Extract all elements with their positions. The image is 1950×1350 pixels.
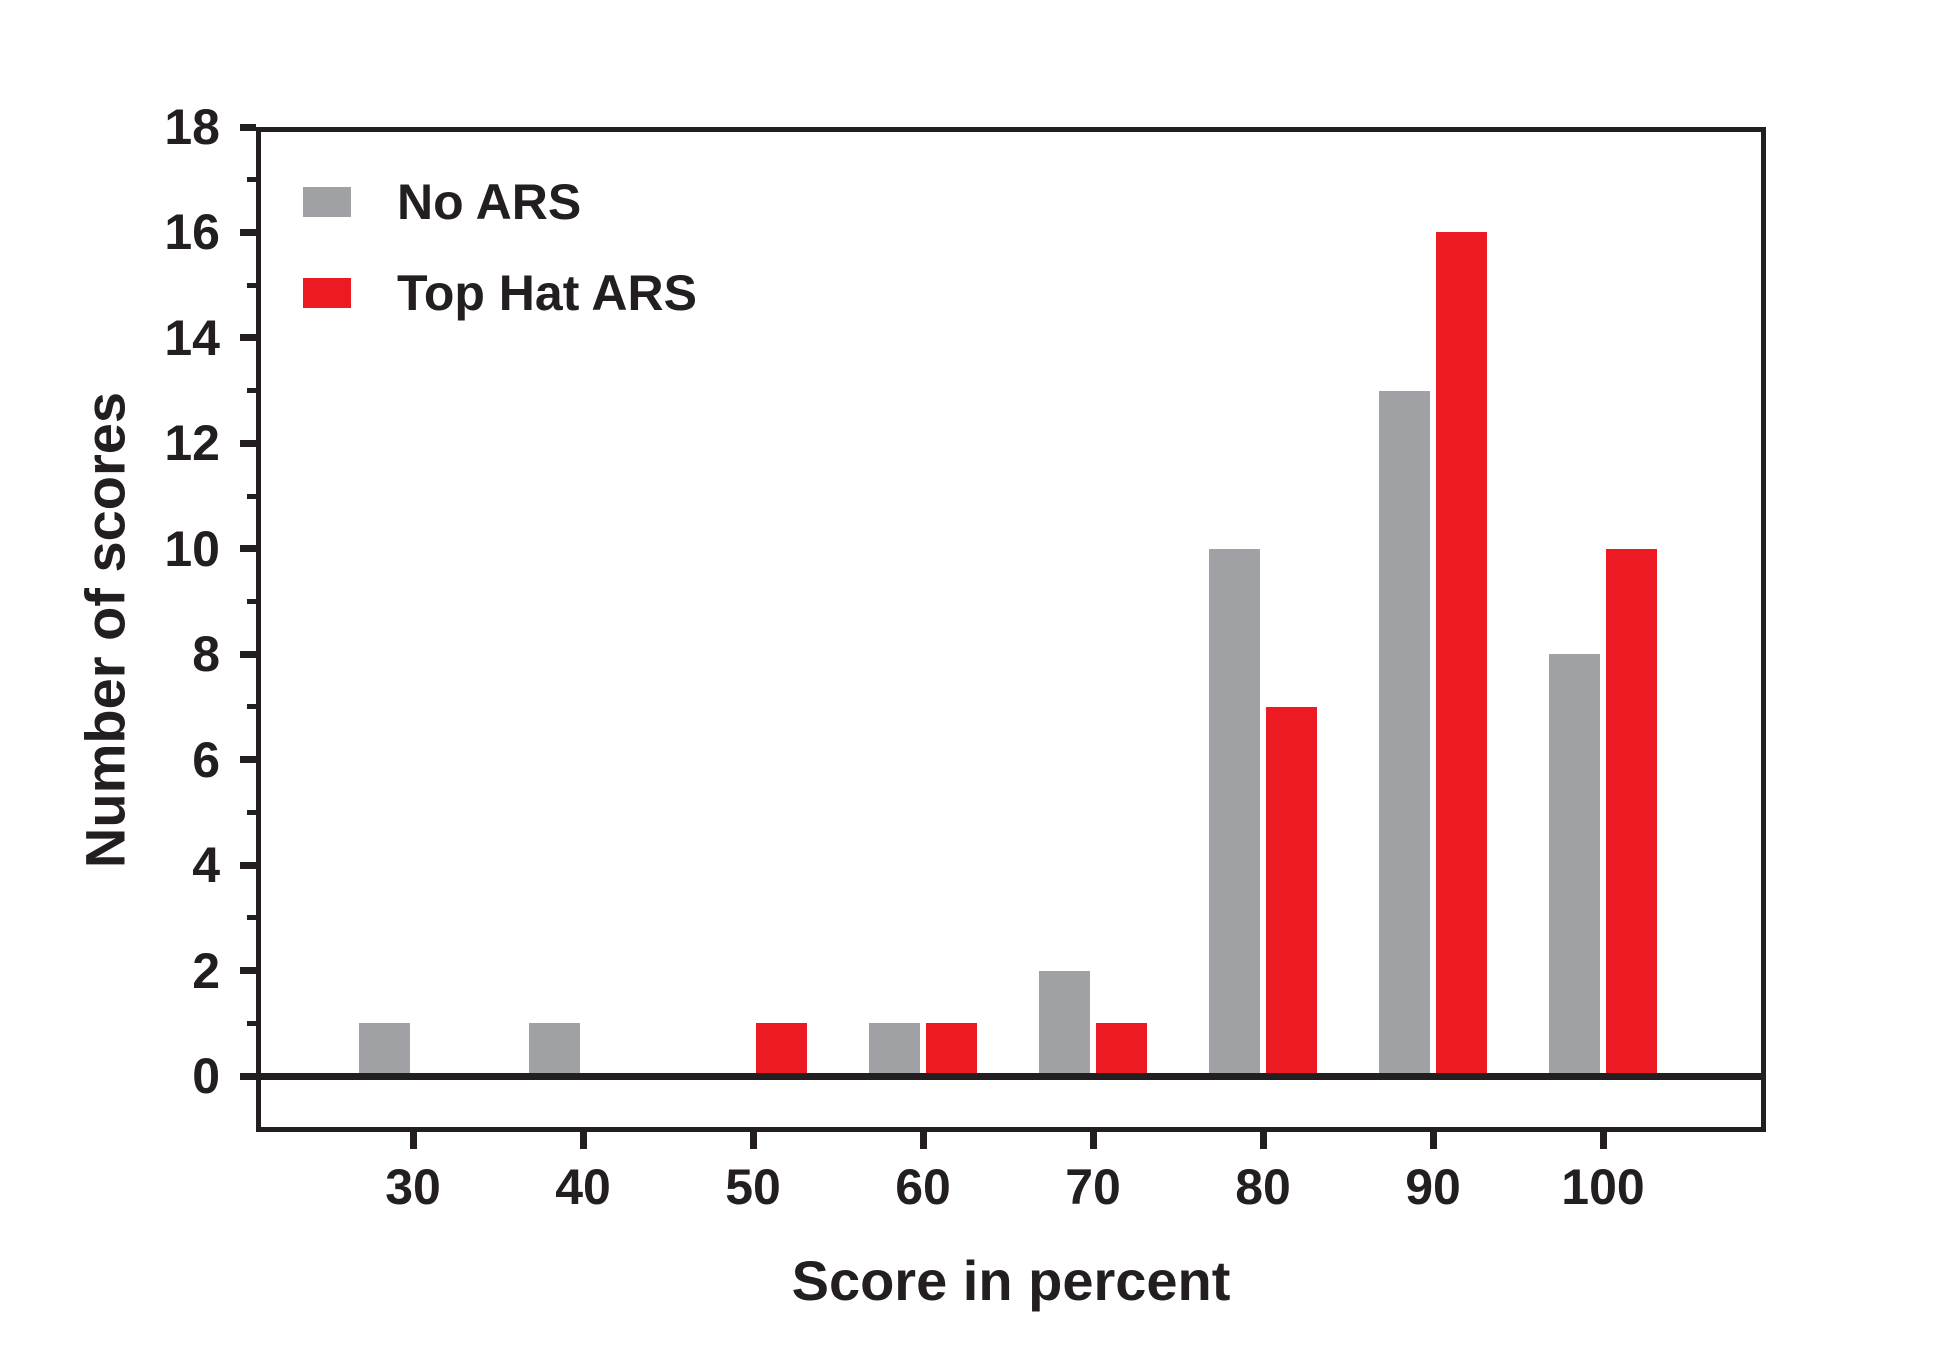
legend-swatch-top-hat-ars — [303, 278, 351, 308]
y-minor-tick-17 — [247, 177, 256, 183]
y-tick-label-16: 16 — [164, 204, 220, 261]
y-minor-tick-15 — [247, 282, 256, 288]
y-tick-label-4: 4 — [192, 837, 220, 894]
x-tick-80 — [1259, 1132, 1267, 1149]
x-tick-100 — [1599, 1132, 1607, 1149]
y-tick-6 — [240, 756, 256, 764]
y-tick-label-10: 10 — [164, 520, 220, 577]
y-tick-4 — [240, 861, 256, 869]
bar-no-ars-40 — [529, 1023, 580, 1078]
x-tick-60 — [919, 1132, 927, 1149]
x-axis-title: Score in percent — [791, 1249, 1231, 1312]
x-tick-label-50: 50 — [725, 1159, 781, 1215]
x-tick-50 — [749, 1132, 757, 1149]
x-tick-label-100: 100 — [1561, 1159, 1645, 1215]
y-tick-label-6: 6 — [192, 731, 220, 788]
y-tick-label-2: 2 — [192, 942, 220, 999]
y-minor-tick-7 — [247, 704, 256, 710]
legend-swatch-no-ars — [303, 187, 351, 217]
x-axis-zero-line — [256, 1073, 1766, 1080]
y-tick-18 — [240, 123, 256, 131]
x-tick-label-90: 90 — [1405, 1159, 1461, 1215]
x-tick-label-70: 70 — [1065, 1159, 1121, 1215]
x-tick-90 — [1429, 1132, 1437, 1149]
bar-no-ars-70 — [1039, 970, 1090, 1078]
y-tick-14 — [240, 334, 256, 342]
y-tick-label-18: 18 — [164, 99, 220, 155]
y-axis-title: Number of scores — [73, 391, 137, 868]
bar-top-hat-ars-50 — [756, 1023, 807, 1078]
x-tick-label-60: 60 — [895, 1159, 951, 1215]
x-tick-label-40: 40 — [555, 1159, 611, 1215]
legend-label-top-hat-ars: Top Hat ARS — [397, 265, 697, 321]
bar-no-ars-60 — [869, 1023, 920, 1078]
y-tick-10 — [240, 545, 256, 553]
y-tick-0 — [240, 1072, 256, 1080]
x-tick-30 — [409, 1132, 417, 1149]
y-minor-tick-1 — [247, 1020, 256, 1026]
bar-no-ars-100 — [1549, 654, 1600, 1078]
y-tick-12 — [240, 439, 256, 447]
legend-item-no-ars: No ARS — [303, 174, 582, 230]
y-minor-tick-11 — [247, 493, 256, 499]
y-tick-16 — [240, 228, 256, 236]
bar-no-ars-80 — [1209, 548, 1260, 1078]
bar-top-hat-ars-80 — [1266, 706, 1317, 1078]
y-tick-label-0: 0 — [192, 1048, 220, 1104]
y-minor-tick-5 — [247, 809, 256, 815]
bar-top-hat-ars-100 — [1606, 548, 1657, 1078]
y-tick-2 — [240, 967, 256, 975]
bar-no-ars-90 — [1379, 390, 1430, 1078]
legend-label-no-ars: No ARS — [397, 174, 582, 230]
y-minor-tick-3 — [247, 915, 256, 921]
plot-frame — [256, 127, 1766, 1132]
x-tick-label-30: 30 — [385, 1159, 441, 1215]
bar-top-hat-ars-70 — [1096, 1023, 1147, 1078]
bar-top-hat-ars-60 — [926, 1023, 977, 1078]
bar-no-ars-30 — [359, 1023, 410, 1078]
bar-top-hat-ars-90 — [1436, 232, 1487, 1078]
x-tick-label-80: 80 — [1235, 1159, 1291, 1215]
y-minor-tick-13 — [247, 388, 256, 394]
x-tick-40 — [579, 1132, 587, 1149]
y-tick-label-14: 14 — [164, 309, 220, 366]
y-tick-label-12: 12 — [164, 415, 220, 472]
x-tick-70 — [1089, 1132, 1097, 1149]
y-minor-tick-9 — [247, 599, 256, 604]
y-tick-label-8: 8 — [192, 626, 220, 683]
y-tick-8 — [240, 650, 256, 658]
legend-item-top-hat-ars: Top Hat ARS — [303, 265, 697, 321]
